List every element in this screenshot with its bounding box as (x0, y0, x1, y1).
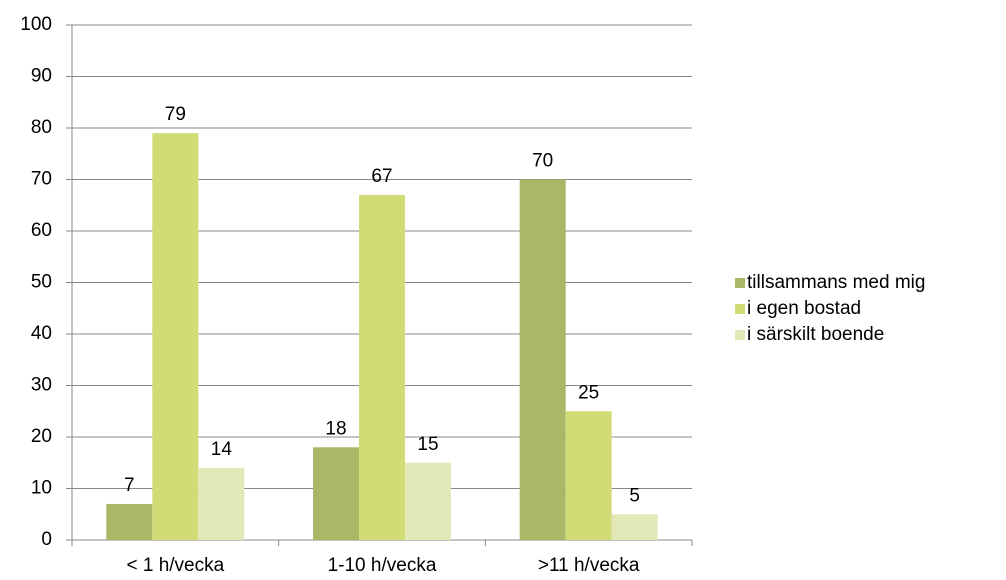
data-label: 15 (417, 434, 438, 455)
x-tick-label: < 1 h/vecka (126, 555, 224, 576)
legend-swatch (735, 330, 745, 340)
y-tick-label: 40 (31, 323, 52, 344)
data-label: 79 (165, 104, 186, 125)
data-label: 25 (578, 382, 599, 403)
bar (198, 467, 245, 540)
bar (313, 447, 359, 540)
y-tick-label: 100 (20, 14, 52, 35)
bar (565, 411, 612, 540)
x-tick-label: >11 h/vecka (538, 555, 640, 576)
data-label: 14 (211, 439, 233, 460)
data-label: 7 (124, 475, 135, 496)
y-tick-label: 20 (31, 426, 52, 447)
legend-swatch (735, 278, 745, 288)
y-tick-label: 0 (41, 529, 52, 550)
data-label: 5 (629, 485, 640, 506)
y-tick-label: 80 (31, 117, 52, 138)
y-tick-label: 10 (31, 478, 52, 499)
data-label: 70 (532, 151, 553, 172)
bar (152, 133, 199, 540)
y-tick-label: 50 (31, 272, 52, 293)
legend-label: tillsammans med mig (747, 272, 925, 293)
bar (611, 514, 658, 540)
data-label: 18 (325, 418, 346, 439)
bar (106, 503, 153, 540)
y-tick-label: 70 (31, 169, 52, 190)
legend-label: i egen bostad (747, 298, 861, 319)
bar (359, 194, 405, 540)
x-tick-label: 1-10 h/vecka (328, 555, 437, 576)
legend-swatch (735, 304, 745, 314)
data-label: 67 (371, 166, 392, 187)
y-tick-label: 30 (31, 375, 52, 396)
y-tick-label: 60 (31, 220, 52, 241)
legend-label: i särskilt boende (747, 324, 884, 345)
y-tick-label: 90 (31, 66, 52, 87)
bar (519, 179, 566, 540)
bar (405, 462, 451, 540)
